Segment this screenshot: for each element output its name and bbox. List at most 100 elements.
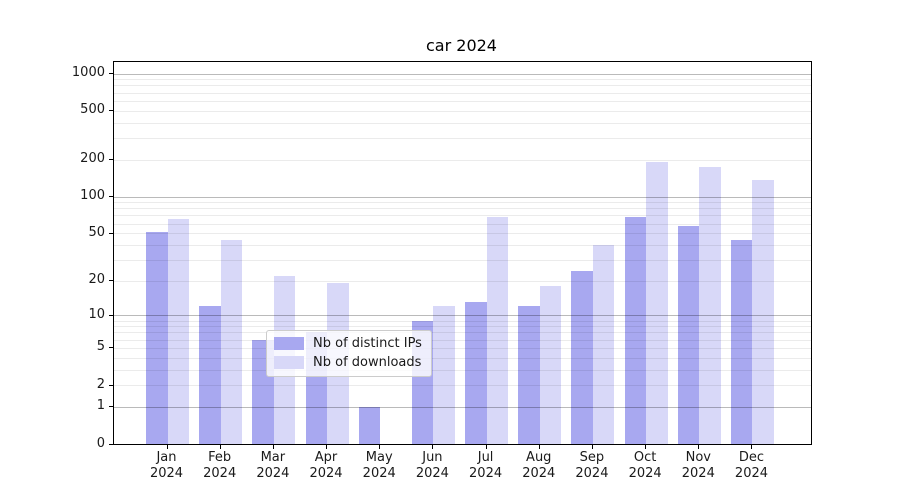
x-tick-label-oct: Oct 2024 — [628, 449, 662, 481]
x-tick-label-jan: Jan 2024 — [149, 449, 184, 481]
bar-downloads-sep — [592, 244, 615, 444]
bar-ips-feb — [199, 306, 221, 444]
gridline-y-90 — [114, 202, 811, 204]
x-tick-nov — [698, 444, 700, 449]
y-tick-200 — [109, 159, 113, 161]
bar-ips-nov — [677, 226, 700, 444]
gridline-y-50 — [114, 233, 811, 235]
y-tick-label-1000: 1000 — [71, 65, 105, 81]
y-tick-1000 — [109, 73, 113, 75]
gridline-y-80 — [114, 208, 811, 210]
gridline-y-800 — [114, 85, 811, 87]
gridline-y-1000 — [114, 73, 811, 75]
gridline-y-10 — [114, 315, 811, 317]
gridline-y-100 — [114, 196, 811, 198]
bar-ips-jul — [465, 302, 487, 444]
legend-item-downloads: Nb of downloads — [274, 355, 422, 370]
legend: Nb of distinct IPs Nb of downloads — [266, 330, 432, 377]
x-tick-may — [379, 444, 381, 449]
x-tick-oct — [645, 444, 647, 449]
x-tick-dec — [751, 444, 753, 449]
x-tick-jan — [166, 444, 168, 449]
x-tick-label-jul: Jul 2024 — [469, 449, 503, 481]
y-tick-label-0: 0 — [96, 435, 105, 451]
gridline-y-7 — [114, 332, 811, 334]
x-tick-label-apr: Apr 2024 — [309, 449, 343, 481]
x-tick-label-sep: Sep 2024 — [575, 449, 609, 481]
gridline-y-900 — [114, 79, 811, 81]
y-tick-1 — [109, 406, 113, 408]
y-tick-label-100: 100 — [80, 188, 105, 204]
gridline-y-2 — [114, 385, 811, 387]
x-tick-label-feb: Feb 2024 — [203, 449, 237, 481]
x-tick-mar — [272, 444, 274, 449]
gridline-y-5 — [114, 347, 811, 349]
gridline-y-3 — [114, 369, 811, 371]
x-tick-label-may: May 2024 — [362, 449, 396, 481]
bar-ips-sep — [571, 271, 593, 444]
gridline-y-600 — [114, 100, 811, 102]
bar-downloads-aug — [539, 286, 562, 444]
gridline-y-500 — [114, 110, 811, 112]
y-tick-label-50: 50 — [88, 224, 105, 240]
y-tick-500 — [109, 110, 113, 112]
y-tick-label-200: 200 — [80, 151, 105, 167]
y-tick-label-5: 5 — [96, 339, 105, 355]
plot-area — [113, 61, 812, 445]
bar-downloads-feb — [220, 239, 243, 444]
legend-item-distinct-ips: Nb of distinct IPs — [274, 336, 422, 351]
gridline-y-70 — [114, 215, 811, 217]
x-tick-jul — [485, 444, 487, 449]
bar-downloads-jun — [433, 306, 455, 444]
gridline-y-60 — [114, 223, 811, 225]
x-tick-sep — [591, 444, 593, 449]
bar-downloads-jul — [486, 216, 509, 444]
bar-downloads-oct — [646, 162, 668, 444]
gridline-y-9 — [114, 320, 811, 322]
gridline-y-400 — [114, 122, 811, 124]
y-tick-label-2: 2 — [96, 376, 105, 392]
bar-ips-may — [358, 406, 381, 444]
legend-swatch-distinct-ips — [274, 337, 304, 350]
bar-downloads-dec — [752, 179, 774, 444]
gridline-y-40 — [114, 244, 811, 246]
y-tick-label-500: 500 — [80, 102, 105, 118]
x-tick-feb — [219, 444, 221, 449]
gridline-y-6 — [114, 339, 811, 341]
y-tick-label-20: 20 — [88, 272, 105, 288]
y-tick-10 — [109, 314, 113, 316]
bar-downloads-nov — [699, 166, 721, 444]
gridline-y-1 — [114, 406, 811, 408]
gridline-y-700 — [114, 92, 811, 94]
x-tick-label-jun: Jun 2024 — [415, 449, 449, 481]
chart-title: car 2024 — [426, 36, 497, 55]
bar-ips-oct — [624, 216, 647, 444]
gridline-y-200 — [114, 159, 811, 161]
gridline-y-8 — [114, 326, 811, 328]
gridline-y-30 — [114, 259, 811, 261]
gridline-y-20 — [114, 280, 811, 282]
gridline-y-300 — [114, 137, 811, 139]
x-tick-label-aug: Aug 2024 — [522, 449, 556, 481]
bar-ips-jan — [146, 232, 168, 444]
y-tick-100 — [109, 196, 113, 198]
x-tick-jun — [432, 444, 434, 449]
y-tick-5 — [109, 347, 113, 349]
legend-swatch-downloads — [274, 356, 304, 369]
gridline-y-4 — [114, 357, 811, 359]
y-tick-0 — [109, 443, 113, 445]
x-tick-label-dec: Dec 2024 — [734, 449, 769, 481]
bar-downloads-jan — [167, 219, 189, 444]
x-tick-label-nov: Nov 2024 — [681, 449, 715, 481]
bar-ips-aug — [518, 306, 540, 444]
legend-label-distinct-ips: Nb of distinct IPs — [313, 336, 422, 351]
legend-label-downloads: Nb of downloads — [313, 355, 422, 370]
y-tick-50 — [109, 232, 113, 234]
y-tick-20 — [109, 280, 113, 282]
x-tick-apr — [326, 444, 328, 449]
y-tick-label-10: 10 — [88, 306, 105, 322]
y-tick-2 — [109, 384, 113, 386]
x-tick-aug — [538, 444, 540, 449]
x-tick-label-mar: Mar 2024 — [256, 449, 290, 481]
